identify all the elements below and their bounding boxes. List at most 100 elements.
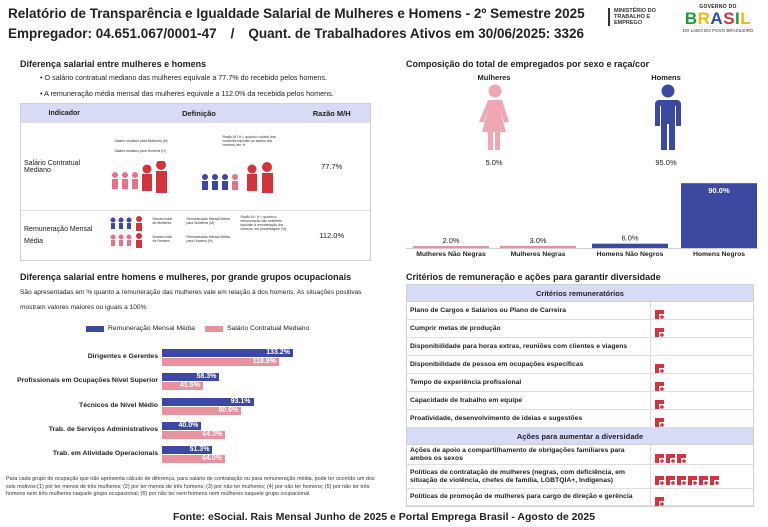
header-definition: Definição: [182, 108, 216, 118]
employer-line: Empregador: 04.651.067/0001-47 / Quant. de…: [8, 26, 584, 41]
occupation-bar-label: 64.3%: [202, 430, 223, 438]
flag-icon: [677, 450, 687, 463]
flag-icon: [655, 472, 665, 485]
criteria-label: Cumprir metas de produção: [407, 320, 651, 337]
criteria-flags: [651, 302, 753, 319]
occupation-bar: 64.3%: [162, 430, 226, 439]
worker-count: Quant. de Trabalhadores Ativos em 30/06/…: [248, 26, 585, 41]
flag-icon: [655, 306, 665, 319]
def-line: Salário mediano para Mulheres (M): [114, 139, 168, 143]
flag-icon: [655, 360, 665, 373]
composition-title: Composição do total de empregados por se…: [406, 59, 650, 69]
criteria-flags: [651, 374, 753, 391]
criteria-row: Disponibilidade de pessoa em ocupações e…: [407, 356, 753, 374]
flag-icon: [710, 472, 720, 485]
def-line: Número total de Mulheres: [152, 217, 172, 225]
composition-category-label: Homens Negros: [692, 251, 746, 258]
criteria-flags: [651, 320, 753, 337]
occupation-bar-label: 118.9%: [252, 357, 276, 365]
composition-bar-label: 3.0%: [529, 236, 546, 245]
source-footer: Fonte: eSocial. Rais Mensal Junho de 202…: [172, 511, 596, 523]
occupation-bar: 58.3%: [162, 373, 220, 381]
people-icons: [111, 161, 273, 193]
occupation-bar-label: 93.1%: [230, 397, 251, 405]
occupation-label: Dirigentes e Gerentes: [87, 353, 158, 360]
criteria-label: Disponibilidade para horas extras, reuni…: [407, 338, 651, 355]
composition-category-label: Mulheres Negras: [510, 251, 566, 258]
occupations-desc-1: São apresentadas em % quanto a remuneraç…: [20, 289, 362, 296]
occupation-label: Trab. de Serviços Administrativos: [48, 426, 158, 433]
criteria-label: Disponibilidade de pessoa em ocupações e…: [407, 356, 651, 373]
occupation-bar: 118.9%: [162, 358, 279, 366]
occupation-bar-label: 41.5%: [179, 381, 200, 389]
legend-remuneracao: Remuneração Mensal Média: [86, 325, 195, 332]
criteria-title: Critérios de remuneração e ações para ga…: [406, 272, 661, 282]
diversity-section-header: Ações para aumentar a diversidade: [407, 428, 753, 445]
occupation-bar: 51.3%: [162, 446, 213, 454]
table-header: Indicador Definição Razão M/H: [21, 104, 370, 122]
salary-gap-title: Diferença salarial entre mulheres e home…: [20, 59, 207, 69]
criteria-row: Plano de Cargos e Salários ou Plano de C…: [407, 302, 753, 320]
gov-tag: DO LADO DO POVO BRASILEIRO: [682, 28, 754, 33]
flag-icon: [655, 378, 665, 391]
composition-bar-label: 2.0%: [442, 236, 459, 245]
women-label: Mulheres: [477, 73, 511, 82]
composition-bar-label: 90.0%: [708, 186, 730, 195]
table-row: Remuneração Mensal Média Número total de…: [21, 210, 370, 260]
def-line: Remuneração Mensal Média para Homens (H): [186, 235, 230, 243]
def-line: Salário mediano para Homens (H): [114, 149, 166, 153]
criteria-section-header: Critérios remuneratórios: [407, 285, 753, 302]
definition-cell: Número total de Mulheres Número total de…: [105, 211, 294, 260]
flag-icon: [655, 396, 665, 409]
composition-bar: [592, 243, 668, 248]
flag-icon: [666, 450, 676, 463]
criteria-label: Plano de Cargos e Salários ou Plano de C…: [407, 302, 651, 319]
criteria-flags: [651, 465, 753, 488]
composition-bar: [413, 246, 489, 248]
ratio-value: 77.7%: [321, 162, 343, 171]
occupation-bar: 133.2%: [162, 349, 293, 357]
occupation-bar: 40.0%: [162, 422, 202, 430]
legend-salario: Salário Contratual Mediano: [205, 325, 309, 332]
gov-brasil-logo: GOVERNO DO BRASIL DO LADO DO POVO BRASIL…: [676, 4, 760, 40]
indicator-label: Salário Contratual Mediano: [24, 159, 81, 174]
bullet-2: • A remuneração média mensal das mulhere…: [40, 89, 334, 98]
definition-cell: Salário mediano para Mulheres (M) Salári…: [105, 123, 294, 210]
occupation-bar: 80.6%: [162, 406, 242, 415]
criteria-flags: [651, 356, 753, 373]
criteria-row: Disponibilidade para horas extras, reuni…: [407, 338, 753, 356]
composition-chart: 2.0% 3.0% 6.0% 90.0%: [406, 183, 758, 249]
occupation-label: Profissionais em Ocupações Nível Superio…: [17, 377, 158, 384]
employer-id: Empregador: 04.651.067/0001-47: [8, 26, 217, 41]
occupations-desc-2: mostram valores maiores ou iguais a 100%: [20, 304, 147, 311]
criteria-flags: [651, 410, 753, 427]
criteria-flags: [651, 489, 753, 506]
page-title: Relatório de Transparência e Igualdade S…: [8, 6, 585, 21]
def-line: Remuneração Mensal Média para Mulheres (…: [186, 217, 230, 225]
woman-icon: [479, 84, 509, 150]
criteria-label: Políticas de promoção de mulheres para c…: [407, 489, 651, 505]
occupation-bar-label: 64.0%: [202, 454, 222, 462]
composition-bar-label: 6.0%: [621, 234, 638, 243]
criteria-label: Proatividade, desenvolvimento de ideias …: [407, 410, 651, 427]
criteria-row: Tempo de experiência profissional: [407, 374, 753, 392]
criteria-label: Tempo de experiência profissional: [407, 374, 651, 391]
occupation-label: Técnicos de Nível Médio: [79, 402, 158, 409]
flag-icon: [655, 414, 665, 427]
separator: /: [230, 26, 235, 41]
def-note: Razão M / H = quanto o salário das mulhe…: [222, 135, 276, 147]
flag-icon: [688, 472, 698, 485]
criteria-flags: [651, 338, 753, 355]
occupation-bar-label: 80.6%: [218, 406, 239, 414]
composition-bar: [681, 183, 757, 248]
def-line: Número total de Homens: [152, 235, 172, 243]
composition-category-label: Mulheres Não Negras: [416, 251, 486, 258]
def-note: Razão M / H = quanto a remuneração das m…: [240, 215, 287, 231]
criteria-row: Cumprir metas de produção: [407, 320, 753, 338]
occupation-bar-label: 133.2%: [266, 348, 290, 356]
composition-category-label: Homens Não Negros: [596, 251, 664, 258]
criteria-label: Ações de apoio a compartilhamento de obr…: [407, 445, 651, 464]
flag-icon: [655, 493, 665, 506]
people-icons: [110, 216, 142, 248]
criteria-row: Capacidade de trabalho em equipe: [407, 392, 753, 410]
